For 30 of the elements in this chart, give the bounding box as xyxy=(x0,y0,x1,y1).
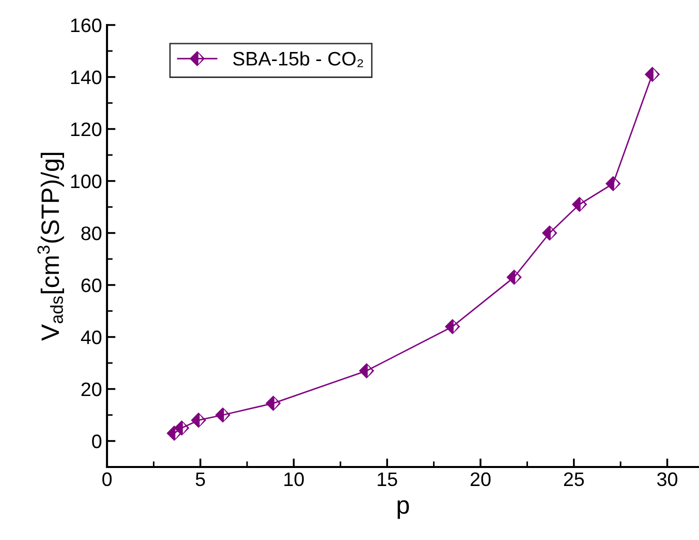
x-tick-label: 10 xyxy=(284,472,304,486)
y-tick-label: 100 xyxy=(71,174,102,188)
point xyxy=(542,225,558,241)
point xyxy=(266,396,281,411)
y-tick-label: 160 xyxy=(71,18,102,32)
point xyxy=(644,66,660,82)
x-tick-label: 15 xyxy=(378,472,398,486)
legend-label: SBA-15b - CO₂ xyxy=(233,51,364,68)
y-tick-label: 60 xyxy=(82,278,102,292)
y-tick-label: 80 xyxy=(81,226,102,240)
x-tick-label: 25 xyxy=(564,472,584,486)
point xyxy=(444,318,460,334)
x-tick-label: 20 xyxy=(470,472,491,486)
point xyxy=(215,407,230,423)
y-tick-label: 140 xyxy=(71,70,102,84)
y-tick-label: 120 xyxy=(71,122,102,136)
y-tick-label: 0 xyxy=(92,434,102,448)
x-axis-title: p xyxy=(398,500,409,519)
point xyxy=(190,412,206,428)
y-tick-label: 40 xyxy=(80,330,102,344)
x-tick-label: 30 xyxy=(657,472,678,486)
point xyxy=(572,196,588,212)
point xyxy=(358,363,374,378)
x-tick-label: 5 xyxy=(196,472,205,486)
point xyxy=(605,176,621,192)
point xyxy=(174,420,190,436)
y-axis-title: V$_{ads}$[cm$^{3}$(STP)/g] xyxy=(37,152,64,341)
point xyxy=(506,270,522,285)
y-tick-label: 20 xyxy=(81,382,102,396)
x-tick-label: 0 xyxy=(102,472,112,486)
